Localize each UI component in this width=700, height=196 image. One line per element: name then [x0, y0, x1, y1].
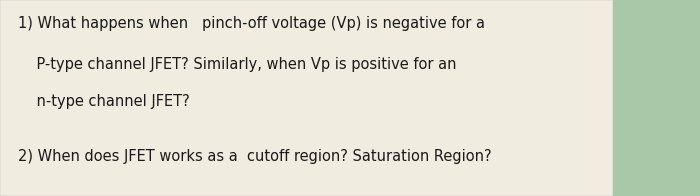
Text: 2) When does JFET works as a  cutoff region? Saturation Region?: 2) When does JFET works as a cutoff regi…: [18, 149, 491, 164]
Text: 1) What happens when   pinch-off voltage (Vp) is negative for a: 1) What happens when pinch-off voltage (…: [18, 16, 484, 31]
Text: n-type channel JFET?: n-type channel JFET?: [18, 94, 189, 109]
FancyBboxPatch shape: [0, 0, 612, 196]
FancyBboxPatch shape: [612, 0, 700, 196]
Text: P-type channel JFET? Similarly, when Vp is positive for an: P-type channel JFET? Similarly, when Vp …: [18, 57, 456, 72]
